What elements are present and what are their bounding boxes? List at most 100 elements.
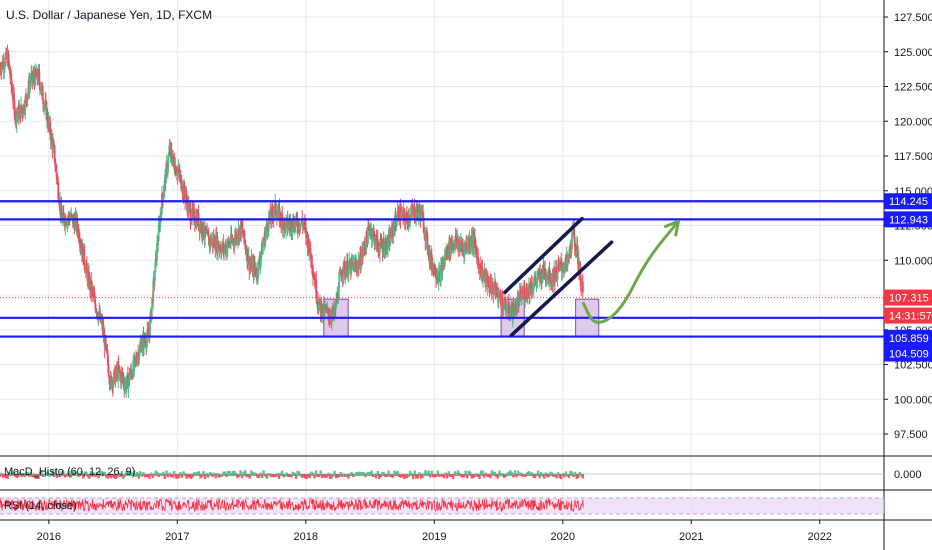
candle-body xyxy=(487,281,490,283)
macd-bar xyxy=(297,471,301,476)
candle-body xyxy=(570,249,573,251)
candle-body xyxy=(45,102,48,120)
candle-body xyxy=(450,242,453,248)
candle-body xyxy=(371,230,374,237)
candle-body xyxy=(256,269,259,277)
macd-bar xyxy=(253,472,256,476)
candle-body xyxy=(338,281,340,299)
candle-body xyxy=(66,224,68,225)
macd-bar xyxy=(260,474,264,479)
candle-body xyxy=(296,219,299,228)
macd-indicator-title[interactable]: MacD_Histo (60, 12, 26, 9) xyxy=(4,466,136,478)
macd-bar xyxy=(379,474,383,477)
candle-body xyxy=(247,262,250,264)
time-axis[interactable]: 2016 2017 2018 2019 2020 2021 2022 xyxy=(37,520,832,543)
candle-body xyxy=(120,373,123,383)
candle-body xyxy=(274,201,277,215)
macd-bar xyxy=(245,474,248,478)
candle-body xyxy=(295,215,298,220)
candle-body xyxy=(70,214,73,219)
candle-body xyxy=(518,291,521,295)
candle-body xyxy=(244,243,247,250)
candle-body xyxy=(123,384,126,389)
candle-body xyxy=(347,274,349,277)
candle-body xyxy=(536,278,538,280)
horizontal-level-layer xyxy=(0,200,884,338)
candle-body xyxy=(133,356,136,368)
candle-body xyxy=(373,232,375,235)
macd-bar xyxy=(46,471,49,476)
macd-bar xyxy=(51,470,54,476)
level-tag-1: 112.943 xyxy=(889,214,928,226)
macd-bar xyxy=(502,474,506,478)
candle-body xyxy=(192,209,195,213)
candle-body xyxy=(347,266,350,275)
price-tag-layer: 114.245 112.943 107.315 14:31:57 105.859 104.… xyxy=(884,193,932,362)
candle-body xyxy=(379,245,381,254)
macd-bar xyxy=(569,470,572,476)
macd-bar xyxy=(60,471,63,476)
candle-body xyxy=(553,270,556,283)
candle-body xyxy=(149,320,151,338)
macd-bar xyxy=(106,474,110,479)
candle-body xyxy=(494,281,497,296)
macd-bar xyxy=(217,474,221,478)
candle-body xyxy=(7,53,10,63)
macd-bar xyxy=(478,474,481,480)
candle-body xyxy=(119,372,122,375)
candle-body xyxy=(315,279,318,298)
candle-body xyxy=(94,296,96,304)
macd-bar xyxy=(334,474,338,479)
candle-body xyxy=(426,233,429,249)
macd-bar xyxy=(197,471,201,476)
candle-body xyxy=(508,313,511,315)
macd-bar xyxy=(378,474,381,480)
macd-bar xyxy=(171,474,174,478)
macd-bar xyxy=(148,474,151,480)
candle-body xyxy=(510,309,512,312)
projection-arrow xyxy=(581,219,680,324)
candle-body xyxy=(383,244,386,252)
macd-bar xyxy=(419,474,423,479)
macd-bar xyxy=(354,472,358,476)
macd-bar xyxy=(273,474,276,478)
candle-body xyxy=(240,221,243,227)
macd-bar xyxy=(177,474,181,479)
candle-body xyxy=(507,301,510,314)
candle-body xyxy=(91,286,94,290)
candle-body xyxy=(269,211,272,220)
macd-bar xyxy=(105,474,108,478)
price-axis[interactable]: 127.500125.000122.500120.000117.500115.0… xyxy=(884,12,932,481)
candle-body xyxy=(462,248,464,251)
macd-bar xyxy=(576,474,580,478)
candle-body xyxy=(16,114,19,115)
candle-body xyxy=(439,265,442,282)
rsi-indicator-title[interactable]: RSI (14, close) xyxy=(4,500,77,512)
macd-bar xyxy=(561,473,564,477)
candle-body xyxy=(360,256,363,267)
macd-bar xyxy=(234,472,238,476)
candle-body xyxy=(104,337,107,345)
macd-bar xyxy=(359,471,362,476)
macd-bar xyxy=(111,474,114,477)
candle-body xyxy=(343,262,346,265)
candle-body xyxy=(495,289,498,292)
candle-body xyxy=(578,262,580,274)
macd-bar xyxy=(422,473,426,477)
macd-bar xyxy=(447,471,450,476)
candle-body xyxy=(236,234,238,242)
macd-bar xyxy=(267,473,270,477)
macd-bar xyxy=(152,473,156,477)
candle-body xyxy=(254,270,257,276)
candle-body xyxy=(145,338,148,347)
macd-bar xyxy=(572,474,575,477)
candle-body xyxy=(183,184,186,195)
macd-bar xyxy=(407,473,410,477)
candle-body xyxy=(53,145,56,161)
price-axis-label: 127.500 xyxy=(894,12,932,24)
candle-body xyxy=(298,222,300,230)
candle-body xyxy=(191,207,194,221)
candle-body xyxy=(139,344,142,346)
macd-bar xyxy=(20,474,23,478)
